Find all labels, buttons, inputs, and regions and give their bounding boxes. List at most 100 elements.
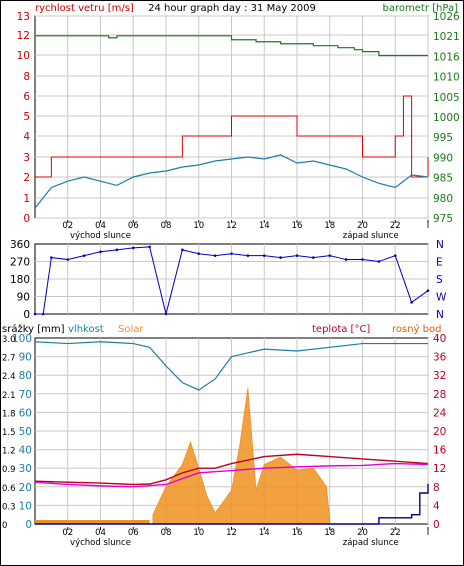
climate-x-tick-label: 02	[62, 528, 73, 538]
tick-label-wind: 3	[23, 152, 30, 164]
humidity-label: vlhkost	[68, 324, 104, 335]
tick-label-compass: N	[436, 309, 444, 321]
tick-label-wind: 4	[23, 131, 30, 143]
solar-baseline	[35, 520, 150, 524]
tick-label-pressure: 1016	[433, 51, 460, 63]
tick-label-wind: 10	[17, 50, 30, 62]
tick-label-wind: 8	[23, 71, 30, 83]
tick-label-humidity: 50	[19, 426, 32, 438]
chart-title: 24 hour graph day : 31 May 2009	[148, 3, 316, 14]
tick-label-pressure: 1026	[433, 11, 460, 23]
tick-label-rain: 3.0	[2, 335, 16, 345]
tick-label-temperature: 40	[433, 333, 446, 345]
tick-label-wind: 13	[17, 11, 30, 23]
tick-label-wind: 2	[23, 172, 30, 184]
tick-label-direction: 90	[17, 292, 30, 304]
sunrise-label: východ slunce	[70, 231, 131, 241]
tick-label-compass: W	[436, 292, 447, 304]
series-temperature	[34, 453, 429, 486]
tick-label-temperature: 8	[433, 482, 440, 494]
tick-label-rain: 1.8	[2, 409, 16, 419]
series-dewpoint	[34, 462, 429, 488]
climate-x-tick-label: 14	[259, 528, 270, 538]
series-rain	[35, 483, 429, 525]
tick-label-rain: 1.5	[2, 428, 16, 438]
tick-label-temperature: 4	[433, 500, 440, 512]
tick-label-temperature: 32	[433, 370, 446, 382]
tick-label-rain: 2.1	[2, 391, 16, 401]
wind-x-tick-label: 16	[292, 221, 303, 231]
tick-label-temperature: 0	[433, 519, 440, 531]
tick-label-rain: 0.3	[2, 502, 16, 512]
tick-label-pressure: 980	[433, 193, 453, 205]
tick-label-humidity: 100	[12, 333, 32, 345]
tick-label-direction: 270	[10, 257, 30, 269]
tick-label-temperature: 16	[433, 445, 447, 457]
tick-label-humidity: 80	[19, 370, 32, 382]
climate-x-tick-label: 06	[128, 528, 139, 538]
tick-label-pressure: 1010	[433, 72, 460, 84]
wind-x-tick-label: 10	[193, 221, 204, 231]
climate-x-tick-label: 20	[357, 528, 368, 538]
tick-label-temperature: 12	[433, 463, 446, 475]
solar-label: Solar	[118, 324, 144, 335]
tick-label-wind: 5	[23, 111, 30, 123]
series-wind-average	[34, 154, 429, 209]
tick-label-compass: E	[436, 257, 443, 269]
dewpoint-label: rosný bod	[392, 323, 441, 335]
wind-x-tick-label: 08	[161, 221, 172, 231]
wind-x-tick-label: 02	[62, 221, 73, 231]
tick-label-humidity: 60	[19, 407, 32, 419]
wind-x-tick-label: 12	[226, 221, 237, 231]
wind-x-tick-label: 22	[390, 221, 401, 231]
tick-label-rain: 1.2	[2, 447, 16, 457]
tick-label-pressure: 995	[433, 132, 453, 144]
tick-label-humidity: 10	[19, 500, 32, 512]
climate-x-tick-label: 12	[226, 528, 237, 538]
wind-x-tick-label: 14	[259, 221, 270, 231]
wind-x-tick-label: 18	[324, 221, 335, 231]
tick-label-pressure: 990	[433, 152, 453, 164]
tick-label-temperature: 28	[433, 389, 446, 401]
tick-label-humidity: 70	[19, 389, 32, 401]
wind-x-tick-label: 20	[357, 221, 368, 231]
tick-label-compass: N	[436, 239, 444, 251]
tick-label-pressure: 985	[433, 173, 453, 185]
tick-label-pressure: 1005	[433, 92, 460, 104]
tick-label-wind: 0	[23, 213, 30, 225]
tick-label-rain: 2.7	[2, 354, 16, 364]
tick-label-wind: 6	[23, 91, 30, 103]
tick-label-humidity: 90	[19, 352, 32, 364]
tick-label-rain: 0.9	[2, 465, 16, 475]
tick-label-pressure: 1000	[433, 112, 460, 124]
wind-x-tick-label: 04	[95, 221, 106, 231]
sunset-label: západ slunce	[343, 231, 399, 241]
tick-label-humidity: 40	[19, 445, 32, 457]
series-humidity	[34, 341, 428, 391]
climate-x-tick-label: 04	[95, 528, 106, 538]
climate-x-tick-label: I	[427, 528, 430, 538]
tick-label-temperature: 20	[433, 426, 446, 438]
climate-x-tick-label: 16	[292, 528, 303, 538]
right-axis-label: barometr [hPa]	[383, 3, 459, 14]
tick-label-temperature: 24	[433, 407, 447, 419]
climate-x-tick-label: 22	[390, 528, 401, 538]
tick-label-wind: 1	[23, 193, 30, 205]
climate-x-tick-label: 18	[324, 528, 335, 538]
tick-label-rain: 0	[2, 521, 7, 531]
tick-label-temperature: 36	[433, 352, 447, 364]
temperature-label: teplota [°C]	[312, 324, 370, 335]
climate-x-tick-label: 08	[161, 528, 172, 538]
tick-label-humidity: 30	[19, 463, 32, 475]
series-wind-gust	[35, 95, 429, 178]
tick-label-pressure: 975	[433, 213, 453, 225]
tick-label-wind: 12	[17, 30, 30, 42]
tick-label-rain: 2.4	[2, 372, 16, 382]
climate-x-tick-label: 10	[193, 528, 204, 538]
tick-label-pressure: 1021	[433, 31, 460, 43]
wind-x-tick-label: I	[427, 221, 430, 231]
wind-x-tick-label: 06	[128, 221, 139, 231]
tick-label-direction: 360	[10, 239, 30, 251]
sunset-label: západ slunce	[343, 538, 399, 548]
